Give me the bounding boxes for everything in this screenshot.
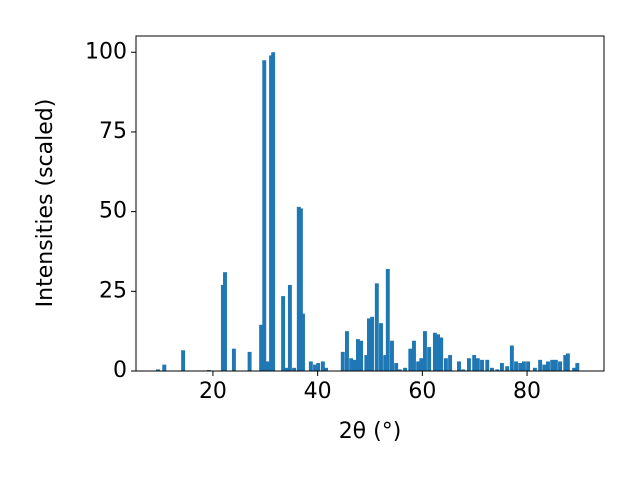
bar <box>394 363 399 371</box>
y-tick-label: 0 <box>113 358 127 383</box>
bar <box>542 364 547 371</box>
bar <box>432 332 437 371</box>
bar <box>565 353 570 371</box>
bar <box>156 369 160 371</box>
bar <box>526 361 531 371</box>
bar <box>518 363 523 371</box>
bar <box>466 358 471 371</box>
bar <box>558 361 562 371</box>
bar <box>423 331 427 371</box>
bar <box>509 345 514 371</box>
bar <box>345 331 349 371</box>
bar <box>281 296 286 371</box>
bar <box>296 206 301 371</box>
bar <box>575 363 580 371</box>
bar <box>316 363 321 371</box>
bar <box>408 348 413 371</box>
bar <box>223 272 227 371</box>
bar <box>397 369 402 371</box>
bar <box>448 355 453 371</box>
x-tick-label: 40 <box>304 379 332 404</box>
bar <box>546 361 550 371</box>
x-tick-label: 20 <box>199 379 227 404</box>
bar <box>370 316 375 371</box>
bar <box>390 340 394 371</box>
bar <box>162 364 167 371</box>
bar <box>292 367 297 371</box>
bar <box>271 52 276 371</box>
bar <box>457 361 461 371</box>
bar <box>308 361 313 371</box>
bar <box>259 324 264 371</box>
bar <box>301 313 305 371</box>
bar <box>262 60 267 371</box>
y-tick-label: 100 <box>85 39 127 64</box>
bar <box>349 358 354 371</box>
bar <box>359 340 364 371</box>
bar <box>553 359 558 371</box>
bar <box>514 361 519 371</box>
bar <box>490 367 494 371</box>
bar <box>439 337 444 371</box>
bar <box>366 318 371 371</box>
bar <box>416 361 421 371</box>
y-tick-label: 50 <box>99 199 127 224</box>
bar <box>379 323 383 371</box>
bar <box>403 367 408 371</box>
bar <box>284 367 289 371</box>
bar <box>495 369 500 371</box>
bar <box>532 367 537 371</box>
bar <box>436 334 441 371</box>
bar <box>313 364 317 371</box>
y-tick-label: 25 <box>99 278 127 303</box>
y-tick-label: 75 <box>99 119 127 144</box>
x-tick-label: 80 <box>513 379 541 404</box>
plot-area <box>156 52 580 371</box>
bar <box>480 359 484 371</box>
bar <box>324 367 328 371</box>
y-axis-label: Intensities (scaled) <box>33 99 58 308</box>
bar <box>269 55 274 371</box>
x-tick-label: 60 <box>408 379 436 404</box>
bar <box>220 284 225 371</box>
bar <box>563 355 568 371</box>
x-axis-label: 2θ (°) <box>339 419 402 444</box>
bar <box>265 361 270 371</box>
bar <box>385 269 390 371</box>
bar <box>287 284 292 371</box>
bar <box>364 355 369 371</box>
bar <box>550 359 555 371</box>
bar <box>298 208 303 371</box>
bar <box>538 359 543 371</box>
bar <box>383 355 388 371</box>
bar <box>352 359 357 371</box>
bar <box>472 355 477 371</box>
bar <box>427 347 432 371</box>
bar <box>181 350 186 371</box>
bar <box>461 369 466 371</box>
bar <box>340 351 345 371</box>
bar <box>443 358 448 371</box>
bar <box>572 367 577 371</box>
bar <box>475 358 480 371</box>
bar <box>355 339 360 371</box>
bar <box>412 340 416 371</box>
bar <box>247 351 252 371</box>
axes-frame <box>135 35 605 372</box>
bar <box>374 283 379 371</box>
bar <box>419 358 424 371</box>
bar <box>521 361 526 371</box>
bar <box>320 361 325 371</box>
bar <box>499 363 504 371</box>
bar <box>505 366 510 371</box>
bar <box>231 348 236 371</box>
bar <box>485 359 490 371</box>
